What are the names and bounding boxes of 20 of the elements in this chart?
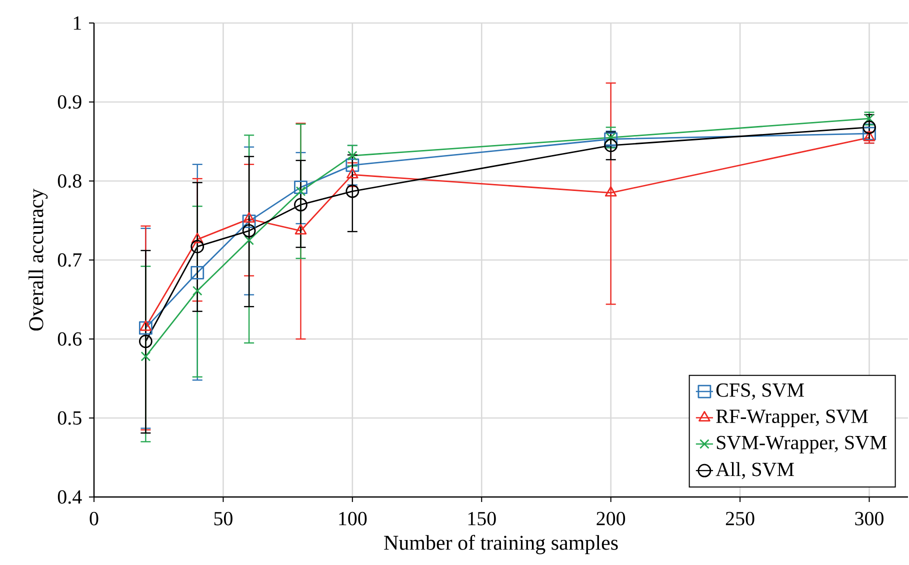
y-axis-title: Overall accuracy — [28, 188, 48, 331]
legend-label: SVM-Wrapper, SVM — [716, 436, 887, 454]
y-tick-label: 0.4 — [58, 490, 82, 504]
x-tick-label: 250 — [726, 512, 754, 526]
y-tick-label: 0.8 — [58, 174, 82, 188]
legend-label: All, SVM — [716, 462, 794, 480]
y-tick-label: 0.6 — [58, 332, 82, 346]
y-tick-label: 0.5 — [58, 411, 82, 425]
legend-label: RF-Wrapper, SVM — [716, 410, 868, 428]
x-tick-label: 150 — [468, 512, 496, 526]
y-tick-label: 0.9 — [58, 95, 82, 109]
y-tick-label: 0.7 — [58, 253, 82, 267]
y-tick-label: 1 — [74, 16, 81, 30]
x-tick-label: 300 — [855, 512, 884, 526]
x-tick-label: 200 — [596, 512, 626, 526]
x-tick-label: 0 — [90, 512, 98, 526]
x-tick-label: 100 — [339, 512, 367, 526]
x-tick-label: 50 — [214, 512, 232, 526]
legend-label: CFS, SVM — [716, 383, 804, 400]
x-axis-title: Number of training samples — [384, 534, 618, 554]
